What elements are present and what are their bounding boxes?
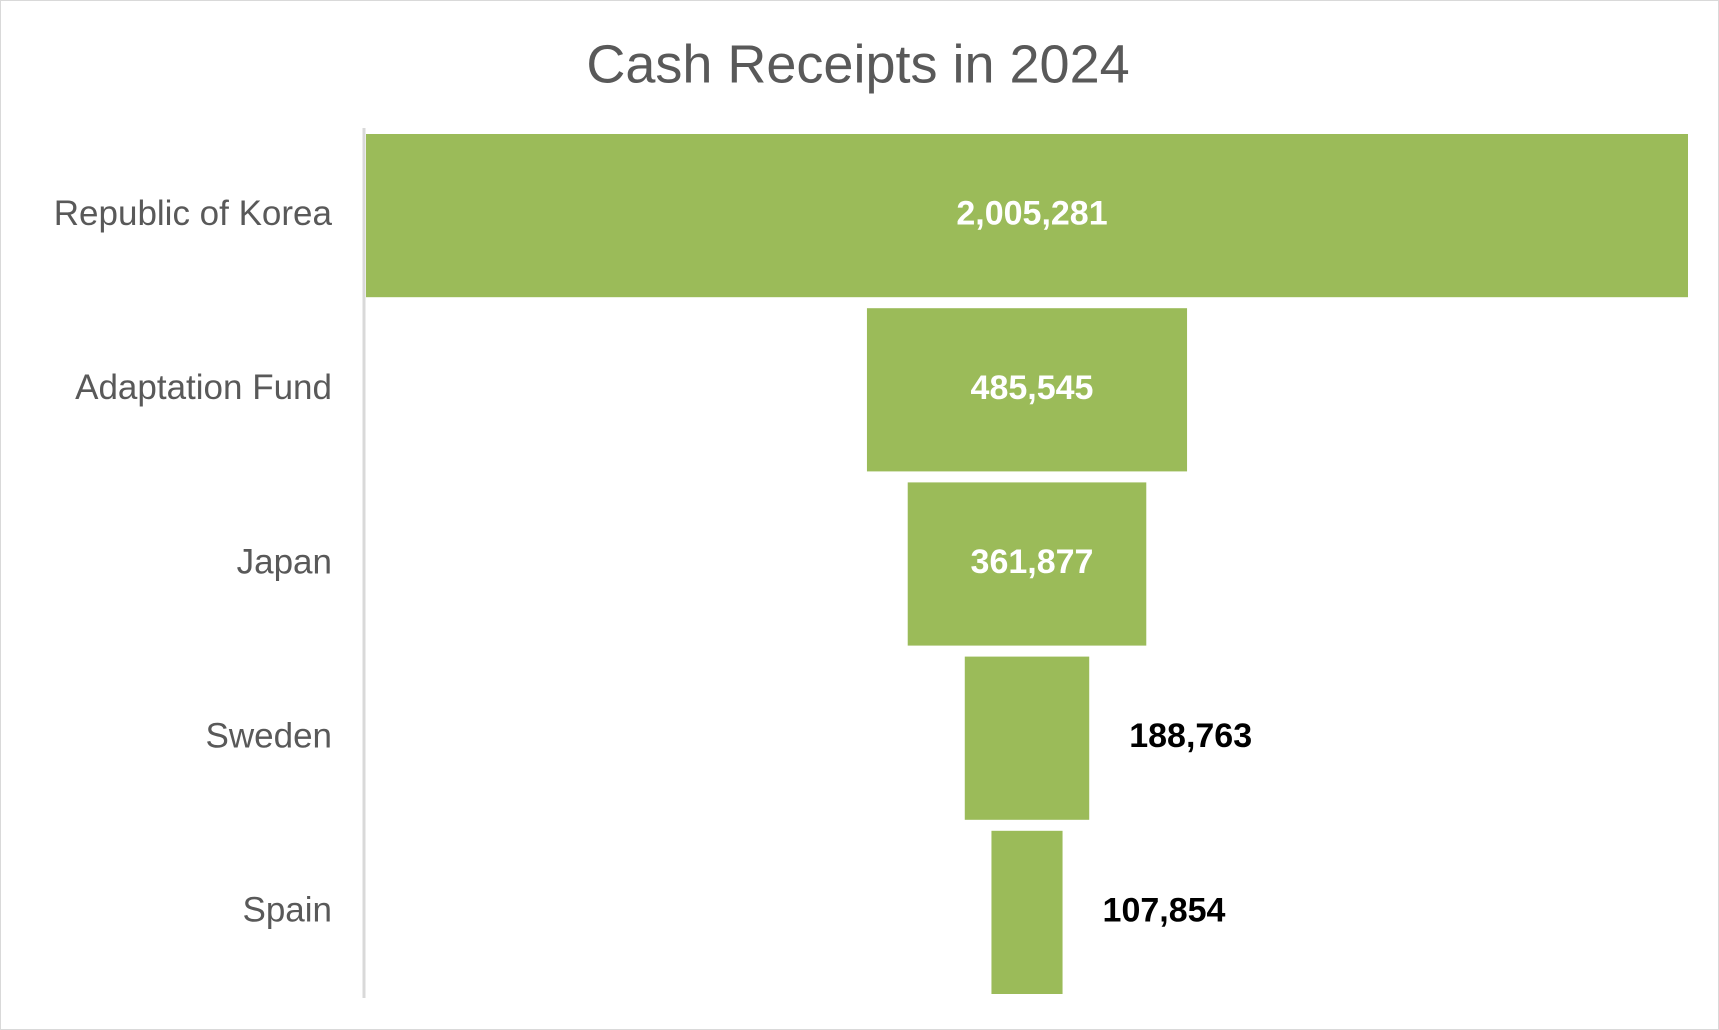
funnel-bar (366, 134, 1688, 298)
data-label: 188,763 (1129, 717, 1252, 755)
chart-title: Cash Receipts in 2024 (586, 34, 1129, 94)
category-label: Adaptation Fund (75, 368, 332, 407)
funnel-bar (991, 830, 1063, 994)
data-label: 107,854 (1103, 891, 1226, 929)
category-label: Japan (237, 542, 332, 581)
data-label: 2,005,281 (956, 195, 1107, 233)
category-label: Republic of Korea (54, 194, 333, 233)
funnel-bar (866, 308, 1188, 472)
category-label: Sweden (206, 716, 332, 755)
funnel-bar (907, 482, 1147, 646)
funnel-bar (964, 656, 1090, 820)
data-label: 361,877 (971, 543, 1094, 581)
category-label: Spain (242, 891, 332, 930)
data-label: 485,545 (971, 369, 1094, 407)
